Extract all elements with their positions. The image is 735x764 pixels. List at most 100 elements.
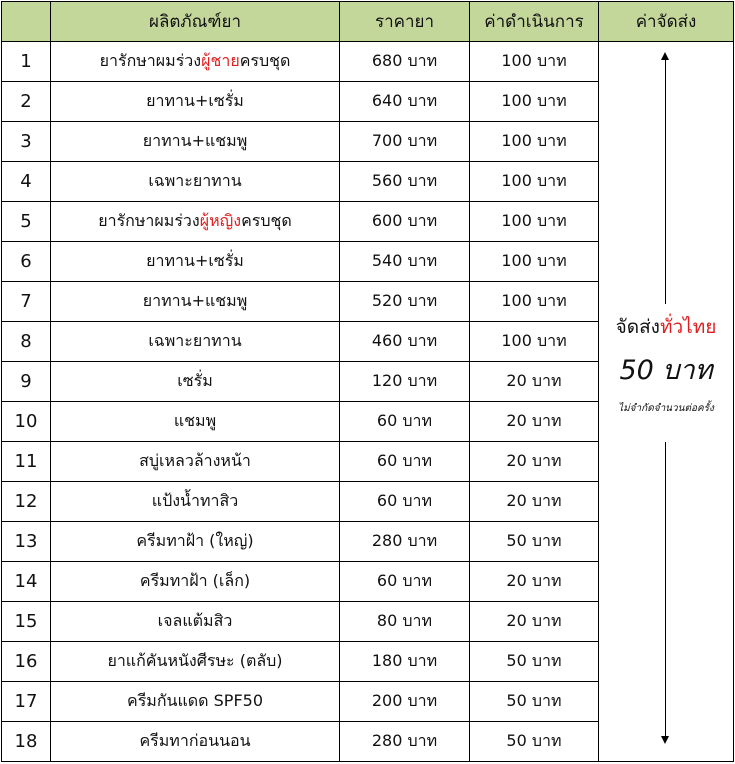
product-name-part: ครบชุด — [239, 51, 291, 70]
product-name: เฉพาะยาทาน — [50, 161, 340, 202]
shipping-note: ไม่จำกัดจำนวนต่อครั้ง — [618, 403, 714, 414]
row-number: 3 — [1, 121, 51, 162]
product-name-part: ยาทาน+เซรั่ม — [146, 251, 244, 270]
row-number: 2 — [1, 81, 51, 122]
arrow-down-icon — [661, 736, 669, 744]
product-price: 640 บาท — [339, 81, 470, 122]
product-price: 120 บาท — [339, 361, 470, 402]
table-row: 14 ครีมทาฝ้า (เล็ก) 60 บาท 20 บาท — [1, 561, 734, 602]
processing-fee: 20 บาท — [469, 481, 599, 522]
row-number: 17 — [1, 681, 51, 722]
product-name: แชมพู — [50, 401, 340, 442]
processing-fee: 100 บาท — [469, 321, 599, 362]
product-name-part: แชมพู — [173, 411, 217, 430]
product-name: ครีมทาฝ้า (ใหญ่) — [50, 521, 340, 562]
row-number: 6 — [1, 241, 51, 282]
product-price: 540 บาท — [339, 241, 470, 282]
product-name-part: ยาทาน+แชมพู — [142, 291, 248, 310]
arrow-line-up — [665, 58, 666, 304]
product-name-part: ยารักษาผมร่วง — [98, 211, 200, 230]
table-row: 17 ครีมกันแดด SPF50 200 บาท 50 บาท — [1, 681, 734, 722]
product-name-part: ครีมทาฝ้า (ใหญ่) — [136, 531, 254, 550]
product-name: ครีมทาฝ้า (เล็ก) — [50, 561, 340, 602]
processing-fee: 50 บาท — [469, 721, 599, 762]
product-price: 60 บาท — [339, 561, 470, 602]
processing-fee: 100 บาท — [469, 41, 599, 82]
arrow-up-icon — [661, 52, 669, 60]
row-number: 7 — [1, 281, 51, 322]
header-fee: ค่าดำเนินการ — [469, 1, 599, 42]
product-name: เจลแต้มสิว — [50, 601, 340, 642]
row-number: 1 — [1, 41, 51, 82]
product-name: ครีมกันแดด SPF50 — [50, 681, 340, 722]
product-name-part: เฉพาะยาทาน — [148, 331, 242, 350]
table-row: 8 เฉพาะยาทาน 460 บาท 100 บาท — [1, 321, 734, 362]
table-row: 4 เฉพาะยาทาน 560 บาท 100 บาท — [1, 161, 734, 202]
shipping-amount: 50 บาท — [619, 355, 713, 386]
header-row: ผลิตภัณฑ์ยา ราคายา ค่าดำเนินการ ค่าจัดส่… — [1, 1, 734, 42]
arrow-line-down — [665, 442, 666, 737]
processing-fee: 100 บาท — [469, 281, 599, 322]
processing-fee: 20 บาท — [469, 601, 599, 642]
row-number: 14 — [1, 561, 51, 602]
product-name: ครีมทาก่อนนอน — [50, 721, 340, 762]
header-product: ผลิตภัณฑ์ยา — [50, 1, 340, 42]
product-name: ยาทาน+เซรั่ม — [50, 241, 340, 282]
row-number: 16 — [1, 641, 51, 682]
product-price: 60 บาท — [339, 441, 470, 482]
product-name: ยาทาน+แชมพู — [50, 281, 340, 322]
product-price: 200 บาท — [339, 681, 470, 722]
product-name-part: ครีมทาฝ้า (เล็ก) — [139, 571, 251, 590]
processing-fee: 100 บาท — [469, 201, 599, 242]
table-row: 13 ครีมทาฝ้า (ใหญ่) 280 บาท 50 บาท — [1, 521, 734, 562]
processing-fee: 100 บาท — [469, 161, 599, 202]
product-price: 60 บาท — [339, 401, 470, 442]
row-number: 11 — [1, 441, 51, 482]
table-row: 9 เซรั่ม 120 บาท 20 บาท — [1, 361, 734, 402]
product-price: 600 บาท — [339, 201, 470, 242]
row-number: 12 — [1, 481, 51, 522]
product-price: 560 บาท — [339, 161, 470, 202]
product-name-part: ยารักษาผมร่วง — [99, 51, 202, 70]
row-number: 10 — [1, 401, 51, 442]
table-row: 11 สบู่เหลวล้างหน้า 60 บาท 20 บาท — [1, 441, 734, 482]
table-row: 15 เจลแต้มสิว 80 บาท 20 บาท — [1, 601, 734, 642]
product-name-part: เฉพาะยาทาน — [148, 171, 242, 190]
table-row: 3 ยาทาน+แชมพู 700 บาท 100 บาท — [1, 121, 734, 162]
table-row: 1 ยารักษาผมร่วงผู้ชายครบชุด 680 บาท 100 บาท… — [1, 41, 734, 762]
row-number: 15 — [1, 601, 51, 642]
product-price: 280 บาท — [339, 721, 470, 762]
row-number: 8 — [1, 321, 51, 362]
processing-fee: 50 บาท — [469, 681, 599, 722]
shipping-info: จัดส่งทั่วไทย 50 บาท ไม่จำกัดจำนวนต่อครั… — [599, 312, 733, 416]
processing-fee: 20 บาท — [469, 561, 599, 602]
product-price: 280 บาท — [339, 521, 470, 562]
product-price: 680 บาท — [339, 41, 470, 82]
product-name: สบู่เหลวล้างหน้า — [50, 441, 340, 482]
table-row: 2 ยาทาน+เซรั่ม 640 บาท 100 บาท — [1, 81, 734, 122]
product-name: ยาแก้คันหนังศีรษะ (ตลับ) — [50, 641, 340, 682]
table-row: 6 ยาทาน+เซรั่ม 540 บาท 100 บาท — [1, 241, 734, 282]
table-row: 7 ยาทาน+แชมพู 520 บาท 100 บาท — [1, 281, 734, 322]
product-name: ยารักษาผมร่วงผู้ชายครบชุด — [50, 41, 340, 82]
product-price: 460 บาท — [339, 321, 470, 362]
product-name-part: ครีมกันแดด SPF50 — [126, 691, 263, 710]
product-name-part: ยาแก้คันหนังศีรษะ (ตลับ) — [107, 651, 283, 670]
processing-fee: 100 บาท — [469, 241, 599, 282]
processing-fee: 50 บาท — [469, 641, 599, 682]
product-name: ยาทาน+แชมพู — [50, 121, 340, 162]
product-name: ยารักษาผมร่วงผู้หญิงครบชุด — [50, 201, 340, 242]
product-name-highlight: ผู้หญิง — [199, 211, 242, 230]
product-name: เฉพาะยาทาน — [50, 321, 340, 362]
header-no — [1, 1, 51, 42]
product-price: 60 บาท — [339, 481, 470, 522]
row-number: 13 — [1, 521, 51, 562]
processing-fee: 20 บาท — [469, 361, 599, 402]
product-price: 700 บาท — [339, 121, 470, 162]
product-name-part: เจลแต้มสิว — [157, 611, 233, 630]
processing-fee: 100 บาท — [469, 81, 599, 122]
header-shipping: ค่าจัดส่ง — [598, 1, 734, 42]
product-price: 520 บาท — [339, 281, 470, 322]
table-row: 10 แชมพู 60 บาท 20 บาท — [1, 401, 734, 442]
